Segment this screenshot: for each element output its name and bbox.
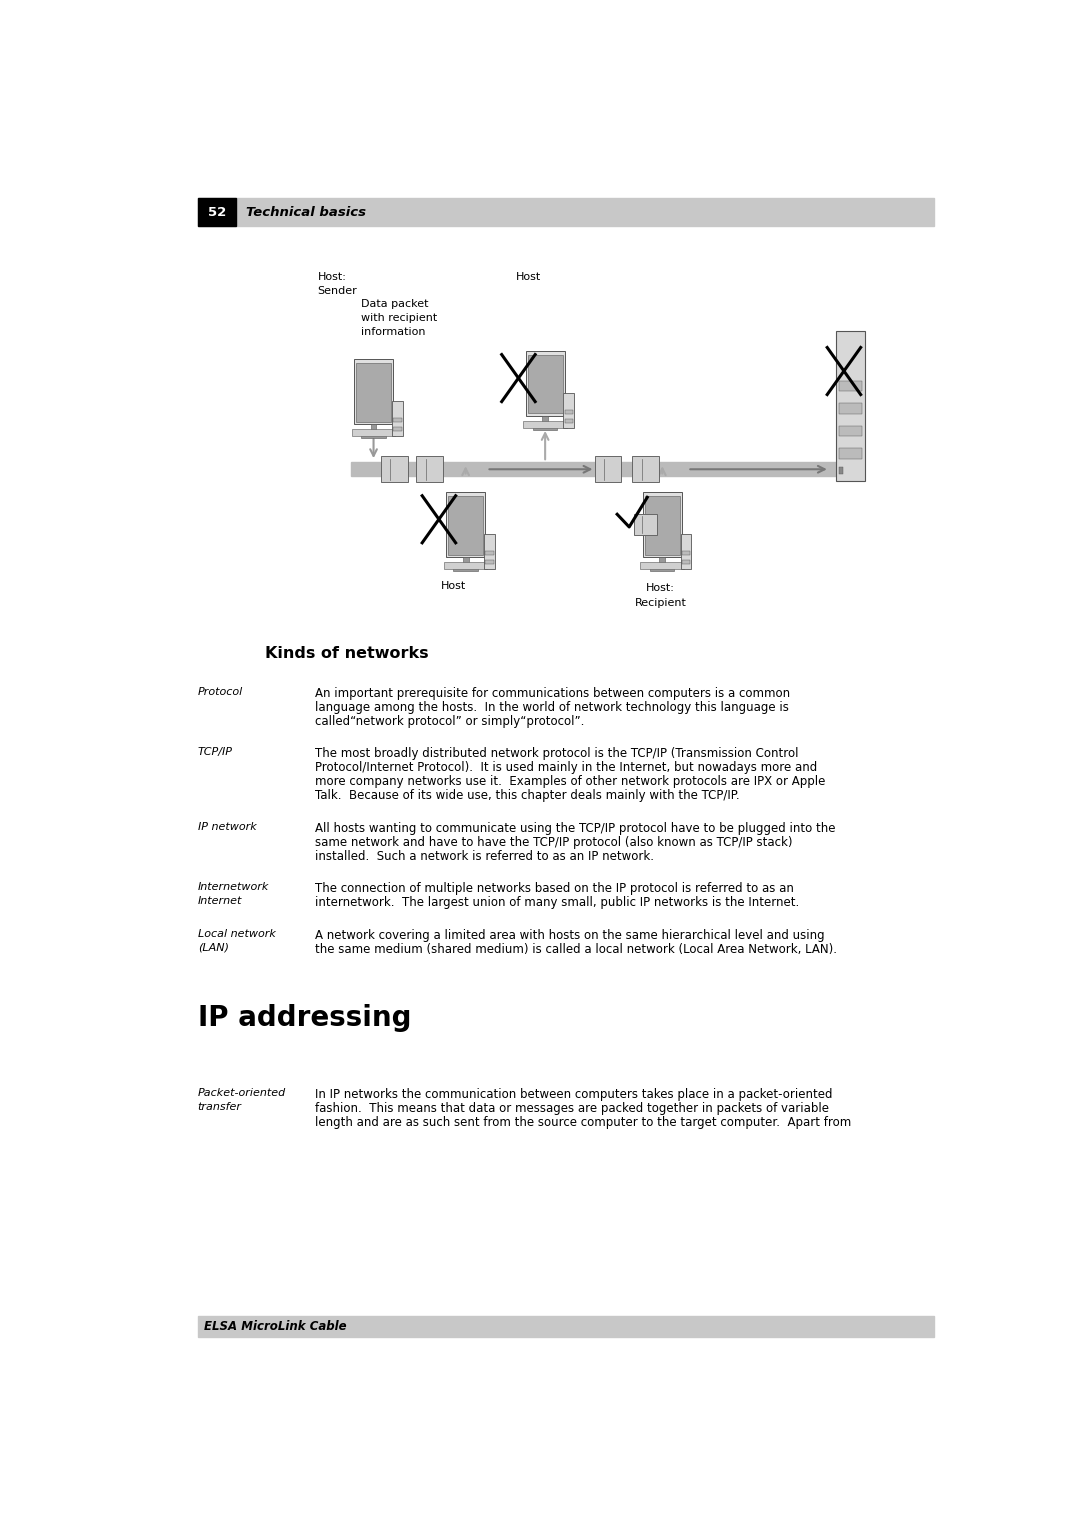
Bar <box>354 359 393 425</box>
Text: In IP networks the communication between computers takes place in a packet-orien: In IP networks the communication between… <box>315 1088 833 1102</box>
Bar <box>660 558 665 567</box>
Text: fashion.  This means that data or messages are packed together in packets of var: fashion. This means that data or message… <box>315 1102 829 1115</box>
Bar <box>839 425 863 435</box>
Bar <box>681 552 690 555</box>
Text: Internetwork: Internetwork <box>198 882 269 892</box>
Bar <box>524 422 567 428</box>
Text: Kinds of networks: Kinds of networks <box>265 646 429 660</box>
Bar <box>839 468 843 474</box>
Text: Host:: Host: <box>318 272 347 281</box>
Bar <box>485 552 494 555</box>
Bar <box>198 1316 934 1337</box>
Text: same network and have to have the TCP/IP protocol (also known as TCP/IP stack): same network and have to have the TCP/IP… <box>315 836 793 848</box>
Bar <box>526 351 565 416</box>
Text: internetwork.  The largest union of many small, public IP networks is the Intern: internetwork. The largest union of many … <box>315 895 799 909</box>
Text: information: information <box>361 327 426 336</box>
Bar <box>542 416 548 426</box>
Bar <box>393 419 402 422</box>
Text: transfer: transfer <box>198 1102 242 1112</box>
Text: An important prerequisite for communications between computers is a common: An important prerequisite for communicat… <box>315 688 791 700</box>
Text: Host: Host <box>441 581 465 591</box>
Text: Protocol: Protocol <box>198 688 243 697</box>
Bar <box>370 425 377 434</box>
Text: Sender: Sender <box>318 286 357 296</box>
Text: IP addressing: IP addressing <box>198 1004 411 1031</box>
Text: Recipient: Recipient <box>635 597 687 608</box>
Text: (LAN): (LAN) <box>198 943 229 953</box>
Text: All hosts wanting to communicate using the TCP/IP protocol have to be plugged in: All hosts wanting to communicate using t… <box>315 822 836 834</box>
Text: Host: Host <box>516 272 541 281</box>
Bar <box>392 402 403 437</box>
Text: TCP/IP: TCP/IP <box>198 747 233 758</box>
Text: A network covering a limited area with hosts on the same hierarchical level and : A network covering a limited area with h… <box>315 929 825 941</box>
Text: Protocol/Internet Protocol).  It is used mainly in the Internet, but nowadays mo: Protocol/Internet Protocol). It is used … <box>315 761 818 775</box>
Text: Talk.  Because of its wide use, this chapter deals mainly with the TCP/IP.: Talk. Because of its wide use, this chap… <box>315 788 740 802</box>
Bar <box>839 403 863 414</box>
Bar <box>594 457 621 483</box>
Text: Host:: Host: <box>646 584 675 593</box>
Bar <box>632 457 659 483</box>
Bar <box>534 426 557 429</box>
Text: The connection of multiple networks based on the IP protocol is referred to as a: The connection of multiple networks base… <box>315 882 794 895</box>
Text: the same medium (shared medium) is called a local network (Local Area Network, L: the same medium (shared medium) is calle… <box>315 943 837 955</box>
Bar <box>444 562 487 570</box>
Text: 52: 52 <box>208 206 226 219</box>
Bar <box>448 497 483 555</box>
Text: Local network: Local network <box>198 929 275 938</box>
Text: IP network: IP network <box>198 822 257 831</box>
Bar <box>528 354 563 414</box>
Bar <box>462 558 469 567</box>
Bar <box>634 513 657 535</box>
Bar <box>356 364 391 422</box>
Text: language among the hosts.  In the world of network technology this language is: language among the hosts. In the world o… <box>315 701 788 714</box>
Bar <box>565 419 573 423</box>
Bar <box>198 199 934 226</box>
Bar <box>839 380 863 391</box>
Bar <box>352 429 395 437</box>
Bar <box>362 434 386 439</box>
Bar <box>681 559 690 564</box>
Bar <box>839 448 863 458</box>
Bar <box>351 461 842 477</box>
Text: with recipient: with recipient <box>361 313 437 322</box>
Text: Packet-oriented: Packet-oriented <box>198 1088 286 1099</box>
Text: more company networks use it.  Examples of other network protocols are IPX or Ap: more company networks use it. Examples o… <box>315 775 825 788</box>
Bar <box>640 562 684 570</box>
Text: ELSA MicroLink Cable: ELSA MicroLink Cable <box>204 1320 347 1332</box>
Text: Technical basics: Technical basics <box>246 206 366 219</box>
Bar <box>836 332 865 481</box>
Bar <box>454 567 477 571</box>
Bar <box>416 457 443 483</box>
Text: The most broadly distributed network protocol is the TCP/IP (Transmission Contro: The most broadly distributed network pro… <box>315 747 798 761</box>
Bar <box>484 535 495 570</box>
Bar <box>198 199 237 226</box>
Text: length and are as such sent from the source computer to the target computer.  Ap: length and are as such sent from the sou… <box>315 1115 851 1129</box>
Bar <box>381 457 408 483</box>
Bar <box>565 410 573 414</box>
Text: Internet: Internet <box>198 895 242 906</box>
Bar <box>393 426 402 431</box>
Text: installed.  Such a network is referred to as an IP network.: installed. Such a network is referred to… <box>315 850 654 862</box>
Text: called“network protocol” or simply“protocol”.: called“network protocol” or simply“proto… <box>315 715 584 727</box>
Bar <box>643 492 681 558</box>
Bar <box>680 535 691 570</box>
Bar <box>650 567 674 571</box>
Bar <box>485 559 494 564</box>
Bar <box>564 393 575 428</box>
Bar <box>446 492 485 558</box>
Bar <box>645 497 679 555</box>
Text: Data packet: Data packet <box>361 298 429 309</box>
